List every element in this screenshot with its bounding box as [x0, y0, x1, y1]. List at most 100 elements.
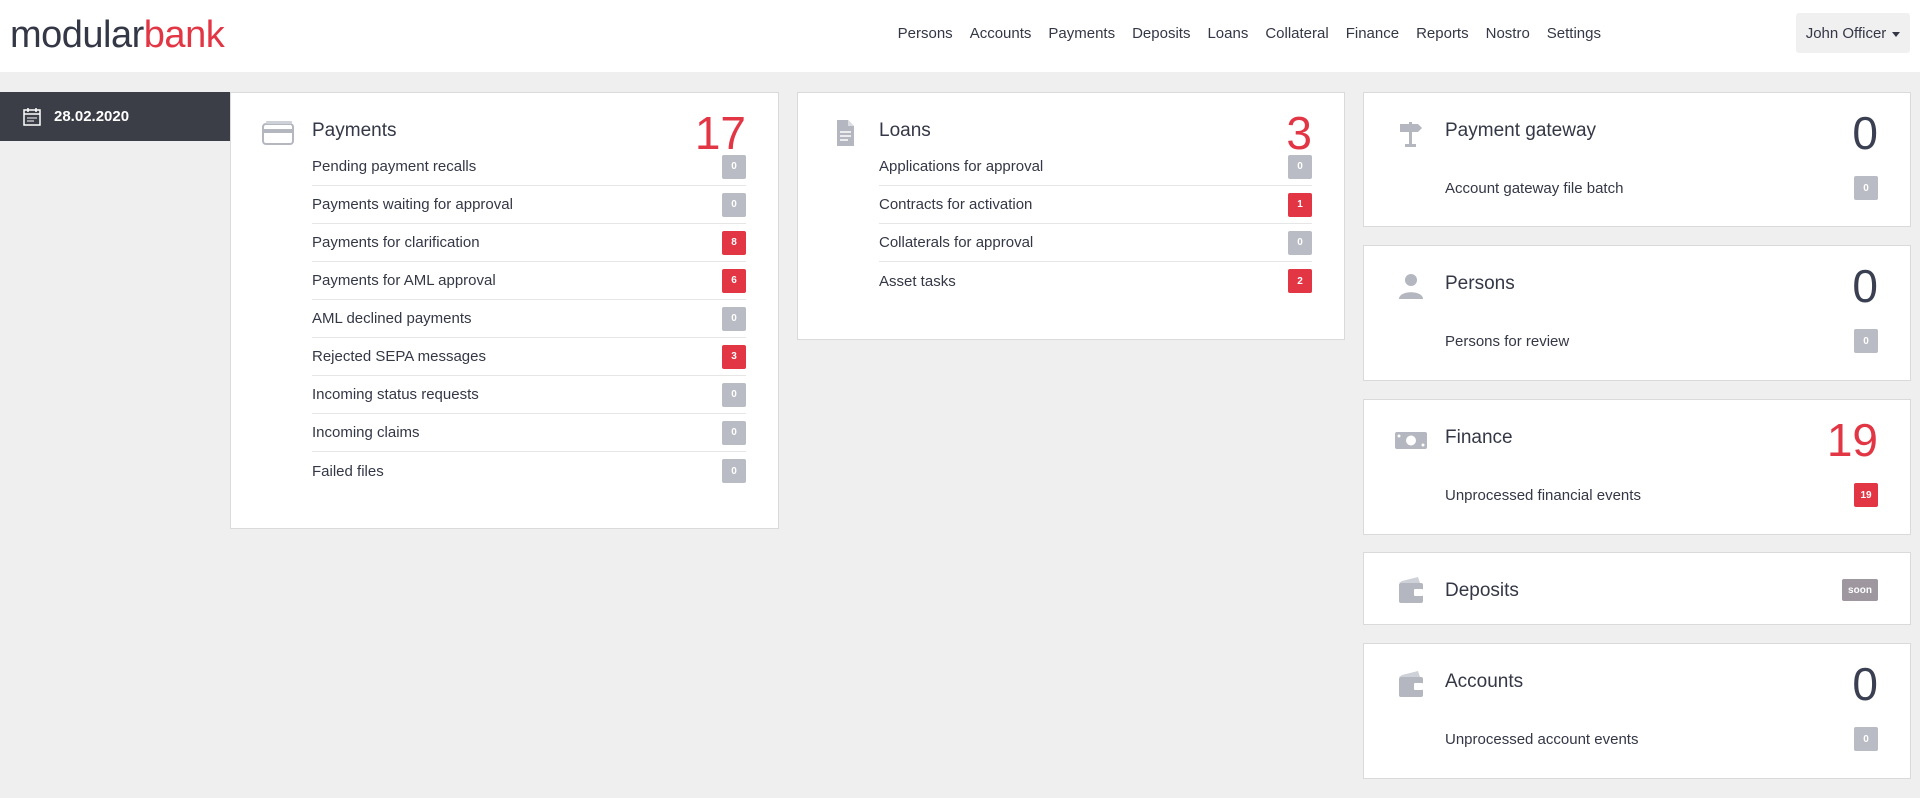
payments-row-rejected-sepa[interactable]: Rejected SEPA messages 3 [312, 338, 746, 376]
loans-card: Loans 3 Applications for approval 0 Contr… [797, 92, 1345, 340]
loans-row-asset-tasks[interactable]: Asset tasks 2 [879, 262, 1312, 300]
row-label: Rejected SEPA messages [312, 348, 486, 365]
payments-row-status-requests[interactable]: Incoming status requests 0 [312, 376, 746, 414]
row-label: Account gateway file batch [1445, 179, 1624, 197]
row-badge: 0 [1854, 176, 1878, 200]
nav-collateral[interactable]: Collateral [1265, 24, 1329, 42]
payments-row-pending-recalls[interactable]: Pending payment recalls 0 [312, 148, 746, 186]
row-badge: 0 [1288, 154, 1312, 179]
finance-card: Finance 19 Unprocessed financial events 1… [1363, 399, 1911, 535]
persons-list: Persons for review 0 [1445, 322, 1878, 360]
payments-row-aml-approval[interactable]: Payments for AML approval 6 [312, 262, 746, 300]
signpost-icon [1400, 122, 1422, 147]
nav-finance[interactable]: Finance [1345, 24, 1400, 42]
date-selector[interactable]: 28.02.2020 [0, 92, 230, 141]
row-label: Payments for clarification [312, 234, 480, 251]
accounts-card: Accounts 0 Unprocessed account events 0 [1363, 643, 1911, 779]
main-nav: Persons Accounts Payments Deposits Loans… [898, 0, 1601, 66]
row-badge: 2 [1288, 269, 1312, 293]
logo[interactable]: modularbank [10, 12, 225, 58]
finance-count: 19 [1826, 414, 1878, 466]
payments-title: Payments [312, 120, 397, 141]
row-label: Payments for AML approval [312, 272, 496, 289]
row-badge: 0 [722, 154, 746, 179]
payments-row-incoming-claims[interactable]: Incoming claims 0 [312, 414, 746, 452]
finance-row-unprocessed[interactable]: Unprocessed financial events 19 [1445, 476, 1878, 514]
current-date: 28.02.2020 [54, 108, 130, 125]
payments-count: 17 [694, 107, 746, 159]
payment-gateway-card: Payment gateway 0 Account gateway file b… [1363, 92, 1911, 227]
loans-row-contracts[interactable]: Contracts for activation 1 [879, 186, 1312, 224]
nav-reports[interactable]: Reports [1416, 24, 1469, 42]
row-badge: 0 [1288, 230, 1312, 255]
payment-gateway-list: Account gateway file batch 0 [1445, 169, 1878, 207]
user-name: John Officer [1805, 24, 1887, 42]
finance-title: Finance [1445, 427, 1513, 448]
row-label: Incoming status requests [312, 386, 479, 403]
payments-list: Pending payment recalls 0 Payments waitin… [312, 148, 746, 490]
payments-row-failed-files[interactable]: Failed files 0 [312, 452, 746, 490]
row-label: Persons for review [1445, 332, 1570, 350]
credit-card-icon [262, 121, 294, 145]
row-badge: 0 [722, 192, 746, 217]
row-badge: 8 [722, 230, 746, 255]
row-badge: 6 [722, 268, 746, 293]
logo-part1: modular [10, 14, 144, 56]
wallet-icon [1399, 577, 1423, 603]
persons-title: Persons [1445, 273, 1515, 294]
row-label: Failed files [312, 462, 384, 480]
nav-settings[interactable]: Settings [1546, 24, 1601, 42]
row-badge: 0 [1854, 329, 1878, 353]
row-label: Payments waiting for approval [312, 196, 513, 213]
payments-row-waiting-approval[interactable]: Payments waiting for approval 0 [312, 186, 746, 224]
row-badge: 3 [722, 344, 746, 369]
top-header: modularbank Persons Accounts Payments De… [0, 0, 1920, 72]
person-icon [1399, 274, 1423, 299]
wallet-icon [1399, 671, 1423, 697]
accounts-row-unprocessed[interactable]: Unprocessed account events 0 [1445, 720, 1878, 758]
payments-row-clarification[interactable]: Payments for clarification 8 [312, 224, 746, 262]
row-badge: 19 [1854, 483, 1878, 507]
row-label: Contracts for activation [879, 196, 1033, 213]
nav-persons[interactable]: Persons [897, 24, 953, 42]
payment-gateway-count: 0 [1852, 107, 1878, 159]
loans-count: 3 [1286, 107, 1312, 159]
deposits-card: Deposits soon [1363, 552, 1911, 625]
deposits-title: Deposits [1445, 580, 1519, 601]
row-badge: 1 [1288, 192, 1312, 217]
document-icon [837, 120, 854, 146]
persons-row-review[interactable]: Persons for review 0 [1445, 322, 1878, 360]
payment-gateway-title: Payment gateway [1445, 120, 1597, 141]
nav-payments[interactable]: Payments [1048, 24, 1116, 42]
row-label: Incoming claims [312, 424, 420, 441]
row-label: Unprocessed account events [1445, 730, 1639, 748]
row-label: Unprocessed financial events [1445, 486, 1641, 504]
accounts-list: Unprocessed account events 0 [1445, 720, 1878, 758]
payments-card: Payments 17 Pending payment recalls 0 Pay… [230, 92, 779, 529]
row-label: Pending payment recalls [312, 158, 477, 175]
row-label: Collaterals for approval [879, 234, 1034, 251]
row-badge: 0 [722, 420, 746, 445]
loans-title: Loans [879, 120, 931, 141]
row-badge: 0 [722, 306, 746, 331]
nav-accounts[interactable]: Accounts [969, 24, 1032, 42]
calendar-icon [23, 107, 41, 126]
persons-card: Persons 0 Persons for review 0 [1363, 245, 1911, 381]
finance-list: Unprocessed financial events 19 [1445, 476, 1878, 514]
payments-row-aml-declined[interactable]: AML declined payments 0 [312, 300, 746, 338]
row-label: AML declined payments [312, 310, 472, 327]
user-menu-button[interactable]: John Officer [1796, 13, 1910, 53]
caret-down-icon [1892, 31, 1901, 37]
loans-row-applications[interactable]: Applications for approval 0 [879, 148, 1312, 186]
nav-deposits[interactable]: Deposits [1132, 24, 1191, 42]
gateway-row-file-batch[interactable]: Account gateway file batch 0 [1445, 169, 1878, 207]
nav-loans[interactable]: Loans [1207, 24, 1249, 42]
row-badge: 0 [722, 382, 746, 407]
accounts-count: 0 [1852, 658, 1878, 710]
nav-nostro[interactable]: Nostro [1485, 24, 1530, 42]
banknote-icon [1395, 432, 1427, 449]
loans-row-collaterals[interactable]: Collaterals for approval 0 [879, 224, 1312, 262]
row-label: Applications for approval [879, 158, 1044, 175]
persons-count: 0 [1852, 260, 1878, 312]
deposits-soon-badge: soon [1842, 579, 1878, 601]
